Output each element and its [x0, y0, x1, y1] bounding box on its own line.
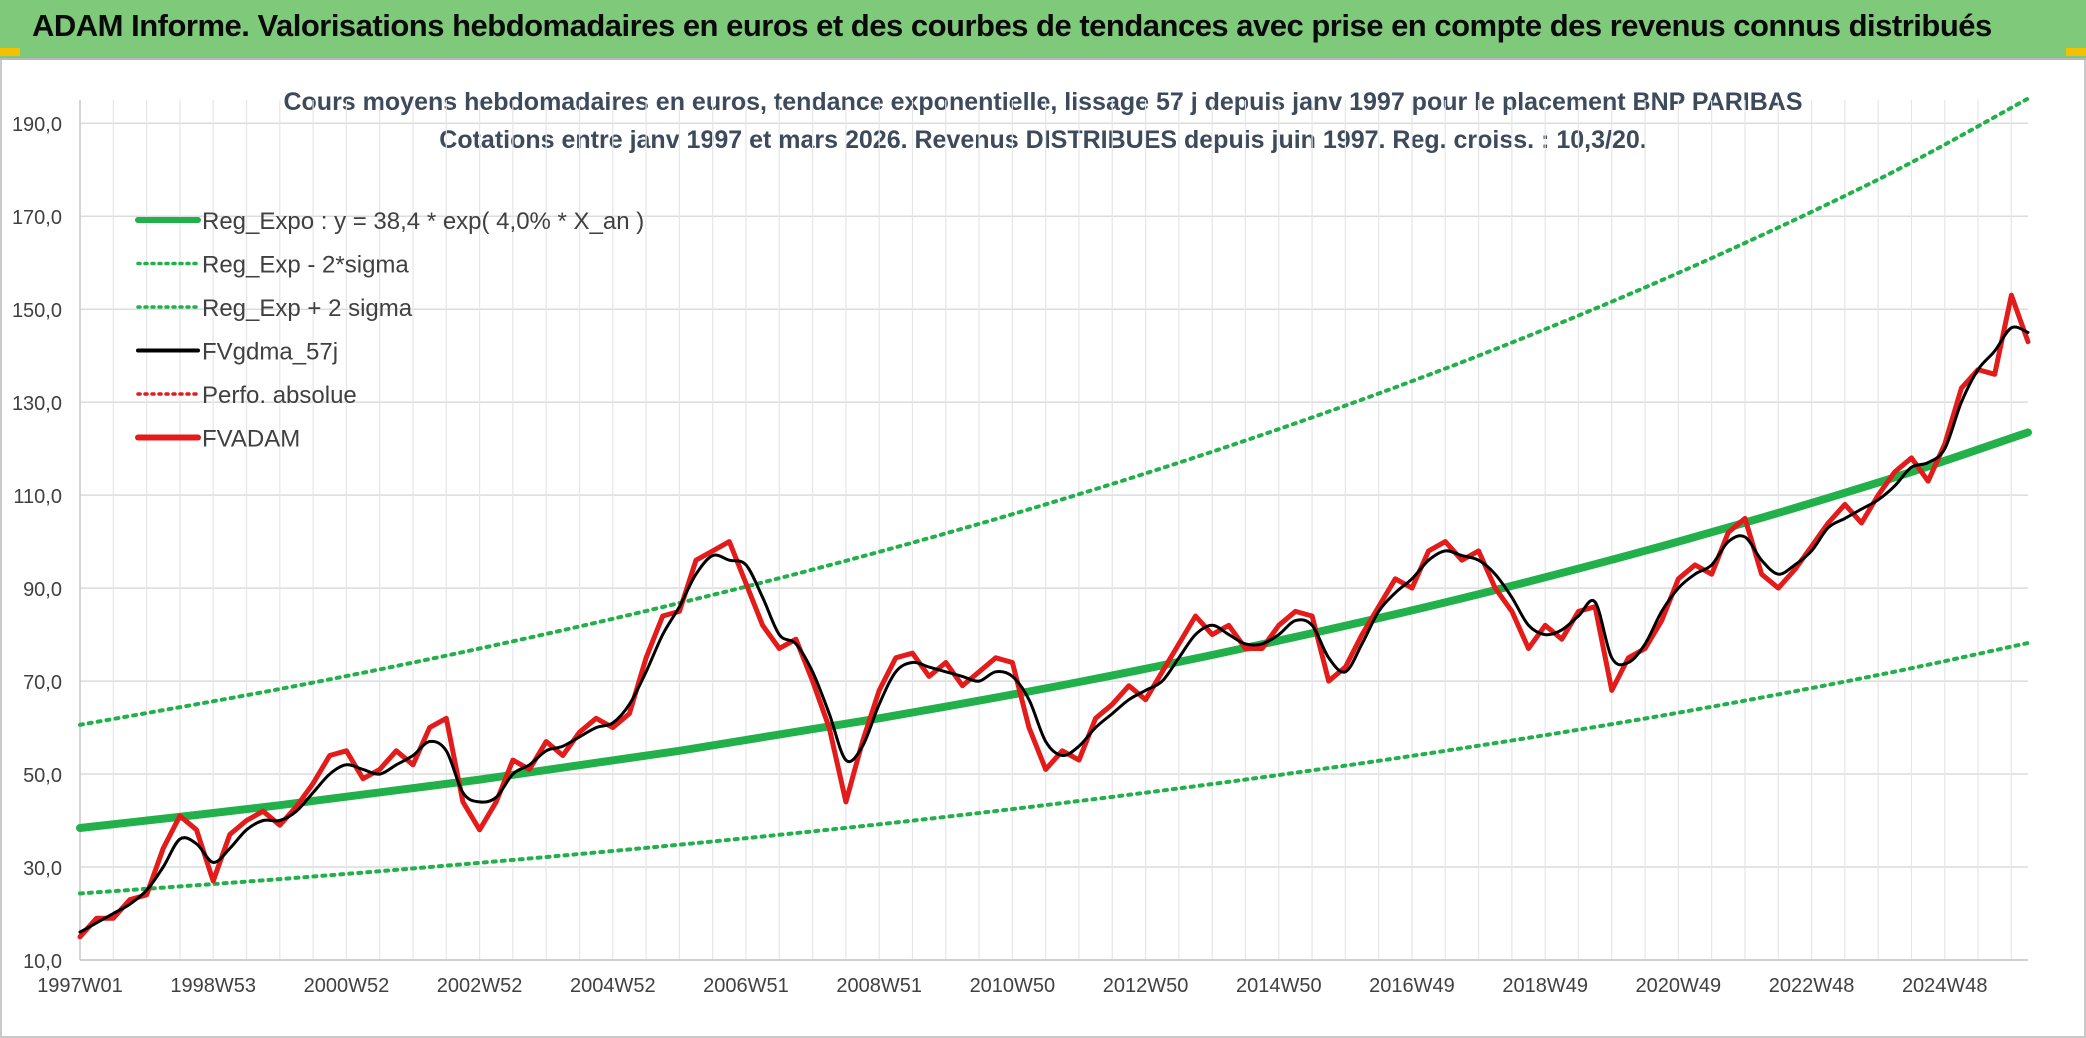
series-reg-expo: [76, 428, 2032, 832]
legend-label: Reg_Exp - 2*sigma: [202, 252, 409, 279]
series-reg-exp-plus-2sigma: [78, 96, 2030, 727]
report-banner: ADAM Informe. Valorisations hebdomadaire…: [0, 0, 2086, 60]
y-tick-label: 50,0: [23, 765, 62, 787]
series-fvadam: [77, 292, 2031, 940]
x-tick-label: 2024W48: [1902, 975, 1988, 997]
x-tick-label: 2008W51: [836, 975, 922, 997]
chart-title-line: Cours moyens hebdomadaires en euros, ten…: [283, 88, 1802, 116]
chart-title: Cours moyens hebdomadaires en euros, ten…: [283, 88, 1802, 154]
x-tick-label: 2010W50: [970, 975, 1056, 997]
y-tick-label: 10,0: [23, 951, 62, 973]
x-tick-label: 2014W50: [1236, 975, 1322, 997]
legend-label: FVADAM: [202, 426, 300, 453]
legend-label: Reg_Expo : y = 38,4 * exp( 4,0% * X_an ): [202, 208, 644, 235]
x-tick-label: 2016W49: [1369, 975, 1455, 997]
y-axis-ticks: 10,0 30,0 50,0 70,0 90,0 110,0 130,0 150,0 170,0…: [12, 114, 62, 973]
banner-corner-left: [0, 48, 20, 56]
x-tick-label: 1997W01: [37, 975, 123, 997]
series-reg-exp-minus-2sigma: [78, 641, 2030, 896]
x-tick-label: 2000W52: [304, 975, 390, 997]
y-tick-label: 150,0: [12, 300, 62, 322]
legend-label: Perfo. absolue: [202, 382, 357, 409]
banner-corner-right: [2066, 48, 2086, 56]
x-tick-label: 2006W51: [703, 975, 789, 997]
y-tick-label: 30,0: [23, 858, 62, 880]
legend-label: FVgdma_57j: [202, 339, 338, 366]
y-tick-label: 170,0: [12, 207, 62, 229]
chart-grid: [79, 100, 2028, 961]
y-tick-label: 90,0: [23, 579, 62, 601]
valuation-chart: Cours moyens hebdomadaires en euros, ten…: [12, 88, 2032, 997]
y-tick-label: 130,0: [12, 393, 62, 415]
y-tick-label: 110,0: [13, 486, 62, 508]
chart-title-line: Cotations entre janv 1997 et mars 2026. …: [439, 126, 1646, 154]
x-tick-label: 2012W50: [1103, 975, 1189, 997]
series-fvgdma-57j: [78, 325, 2030, 934]
x-tick-label: 2002W52: [437, 975, 523, 997]
x-tick-label: 2022W48: [1769, 975, 1855, 997]
y-tick-label: 70,0: [23, 672, 62, 694]
y-tick-label: 190,0: [12, 114, 62, 136]
x-tick-label: 2004W52: [570, 975, 656, 997]
chart-legend: Reg_Expo : y = 38,4 * exp( 4,0% * X_an )…: [135, 208, 644, 453]
x-tick-label: 1998W53: [170, 975, 256, 997]
x-axis-ticks: 1997W01 1998W53 2000W52 2002W52 2004W52 2006W…: [37, 975, 1987, 997]
x-tick-label: 2020W49: [1636, 975, 1722, 997]
chart-series: [76, 96, 2032, 940]
legend-label: Reg_Exp + 2 sigma: [202, 295, 413, 322]
report-title: ADAM Informe. Valorisations hebdomadaire…: [32, 8, 1992, 43]
x-tick-label: 2018W49: [1502, 975, 1588, 997]
